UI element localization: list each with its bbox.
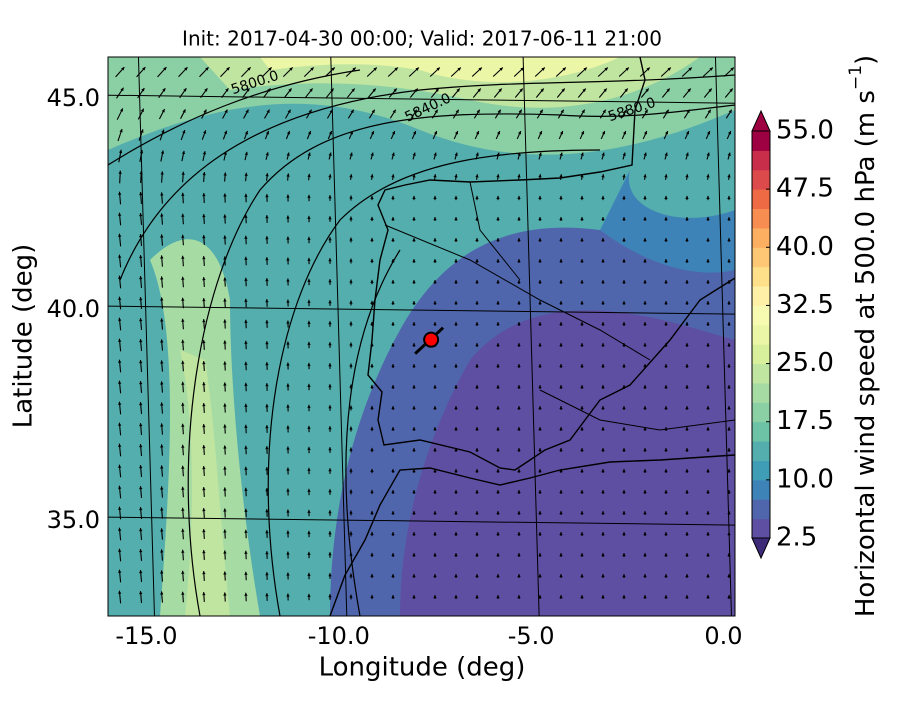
colorbar-band (752, 402, 770, 422)
colorbar-label-text: Horizontal wind speed at 500.0 hPa (m s (851, 90, 881, 617)
colorbar-band (752, 499, 770, 519)
colorbar-band (752, 422, 770, 442)
colorbar-band (752, 170, 770, 190)
colorbar-extend-bottom (752, 538, 770, 558)
colorbar-label-sup: −1 (846, 65, 866, 90)
x-tick-label: -15.0 (115, 622, 177, 650)
colorbar-band (752, 325, 770, 345)
x-tick-label: -10.0 (308, 622, 370, 650)
colorbar-band (752, 286, 770, 306)
y-tick-label: 45.0 (47, 84, 100, 112)
colorbar-tick-label: 25.0 (776, 348, 834, 378)
colorbar-tick-label: 10.0 (776, 464, 834, 494)
colorbar-band (752, 480, 770, 500)
colorbar-tick-label: 40.0 (776, 232, 834, 262)
colorbar: 2.5 10.0 17.5 25.0 32.5 40.0 47.5 55.0 (752, 111, 834, 558)
colorbar-band (752, 305, 770, 325)
colorbar-band (752, 344, 770, 364)
colorbar-extend-top (752, 111, 770, 131)
x-tick-label: -5.0 (508, 622, 555, 650)
colorbar-band (752, 441, 770, 461)
colorbar-band (752, 364, 770, 384)
colorbar-tick-label: 32.5 (776, 290, 834, 320)
x-tick-label: 0.0 (704, 622, 742, 650)
colorbar-band (752, 383, 770, 403)
colorbar-band (752, 228, 770, 248)
colorbar-tick-label: 47.5 (776, 174, 834, 204)
y-tick-label: 35.0 (47, 506, 100, 534)
y-axis-label: Latitude (deg) (9, 244, 39, 429)
colorbar-band (752, 519, 770, 539)
colorbar-band (752, 131, 770, 151)
colorbar-band (752, 267, 770, 287)
location-marker (424, 333, 438, 347)
map-area (108, 57, 735, 616)
colorbar-label: Horizontal wind speed at 500.0 hPa (m s−… (846, 55, 881, 617)
colorbar-tick-label: 2.5 (776, 523, 817, 553)
colorbar-band (752, 460, 770, 480)
colorbar-band (752, 209, 770, 229)
colorbar-band (752, 247, 770, 267)
colorbar-band (752, 150, 770, 170)
x-axis-label: Longitude (deg) (319, 653, 526, 683)
colorbar-tick-label: 55.0 (776, 116, 834, 146)
colorbar-band (752, 189, 770, 209)
chart-title: Init: 2017-04-30 00:00; Valid: 2017-06-1… (182, 27, 662, 51)
colorbar-tick-label: 17.5 (776, 406, 834, 436)
colorbar-label-end: ) (851, 55, 881, 65)
y-tick-label: 40.0 (47, 295, 100, 323)
